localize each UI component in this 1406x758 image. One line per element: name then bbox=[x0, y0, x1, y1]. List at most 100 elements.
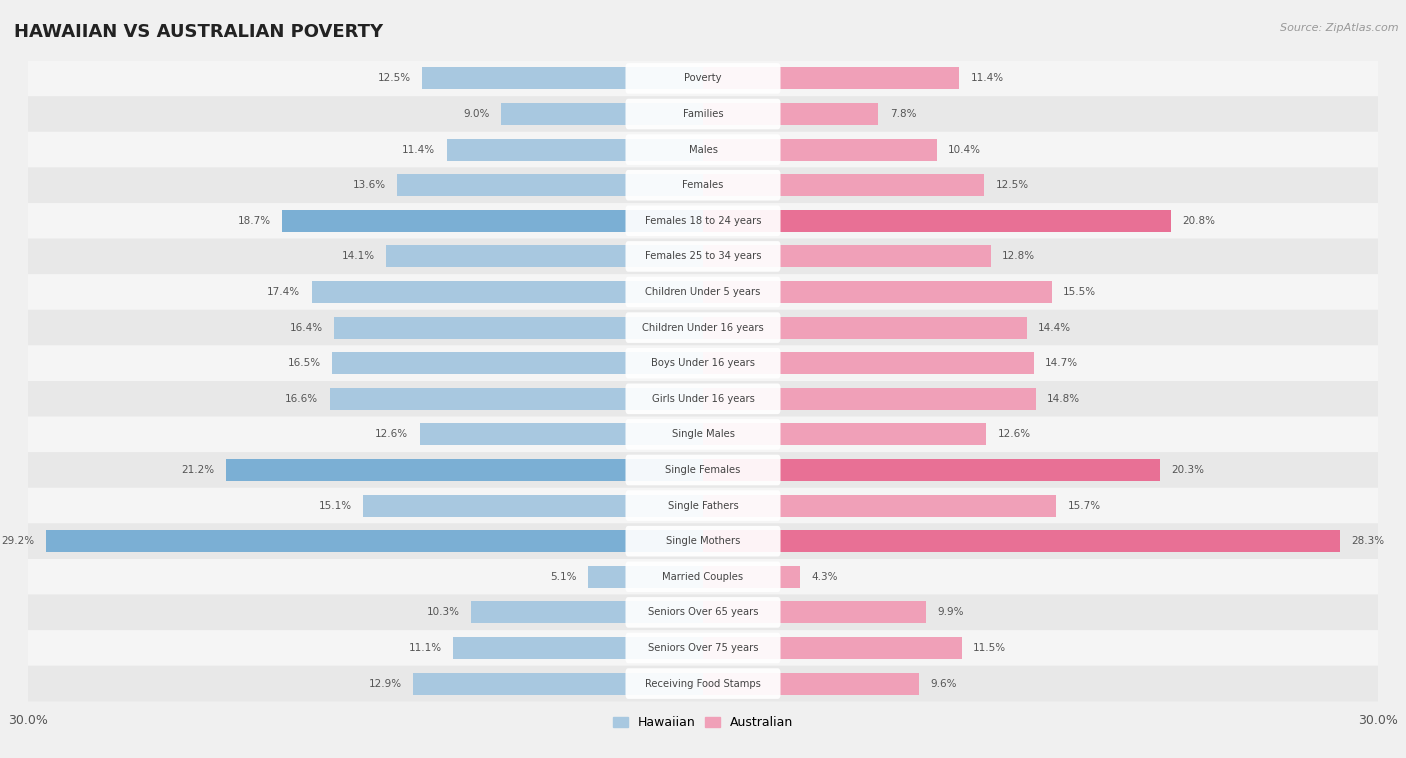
Text: 10.3%: 10.3% bbox=[427, 607, 460, 617]
Bar bbox=[335, 317, 624, 339]
Text: Single Fathers: Single Fathers bbox=[668, 500, 738, 511]
FancyBboxPatch shape bbox=[17, 274, 1389, 310]
Text: Children Under 16 years: Children Under 16 years bbox=[643, 323, 763, 333]
Text: 12.9%: 12.9% bbox=[368, 678, 402, 688]
Bar bbox=[283, 210, 624, 232]
Bar bbox=[782, 174, 984, 196]
Bar bbox=[624, 246, 703, 268]
Text: 4.3%: 4.3% bbox=[811, 572, 838, 582]
Bar bbox=[624, 601, 703, 623]
Legend: Hawaiian, Australian: Hawaiian, Australian bbox=[607, 711, 799, 735]
Text: Boys Under 16 years: Boys Under 16 years bbox=[651, 359, 755, 368]
Bar bbox=[782, 210, 1171, 232]
Text: Females 25 to 34 years: Females 25 to 34 years bbox=[645, 252, 761, 262]
Bar bbox=[624, 317, 703, 339]
FancyBboxPatch shape bbox=[626, 312, 780, 343]
Text: 18.7%: 18.7% bbox=[238, 216, 271, 226]
Text: Children Under 5 years: Children Under 5 years bbox=[645, 287, 761, 297]
Text: 11.4%: 11.4% bbox=[402, 145, 436, 155]
Bar bbox=[782, 67, 959, 89]
FancyBboxPatch shape bbox=[17, 453, 1389, 488]
Bar bbox=[624, 103, 703, 125]
Text: Receiving Food Stamps: Receiving Food Stamps bbox=[645, 678, 761, 688]
Text: Married Couples: Married Couples bbox=[662, 572, 744, 582]
Text: Single Mothers: Single Mothers bbox=[666, 536, 740, 547]
Bar bbox=[413, 672, 624, 694]
FancyBboxPatch shape bbox=[17, 61, 1389, 96]
Bar bbox=[329, 388, 624, 410]
Text: Families: Families bbox=[683, 109, 723, 119]
Text: 5.1%: 5.1% bbox=[551, 572, 576, 582]
Bar bbox=[624, 530, 703, 553]
FancyBboxPatch shape bbox=[626, 526, 780, 556]
FancyBboxPatch shape bbox=[17, 594, 1389, 630]
Text: 20.8%: 20.8% bbox=[1182, 216, 1215, 226]
Text: 29.2%: 29.2% bbox=[1, 536, 35, 547]
FancyBboxPatch shape bbox=[17, 168, 1389, 203]
FancyBboxPatch shape bbox=[626, 633, 780, 663]
FancyBboxPatch shape bbox=[626, 669, 780, 699]
Text: 14.1%: 14.1% bbox=[342, 252, 374, 262]
Text: Seniors Over 75 years: Seniors Over 75 years bbox=[648, 643, 758, 653]
Bar bbox=[703, 672, 782, 694]
Bar bbox=[471, 601, 624, 623]
FancyBboxPatch shape bbox=[17, 523, 1389, 559]
Bar bbox=[624, 210, 703, 232]
Bar bbox=[782, 672, 920, 694]
Text: 11.1%: 11.1% bbox=[409, 643, 441, 653]
FancyBboxPatch shape bbox=[17, 239, 1389, 274]
Bar bbox=[624, 424, 703, 446]
Bar bbox=[703, 317, 782, 339]
Bar bbox=[624, 494, 703, 517]
Text: Males: Males bbox=[689, 145, 717, 155]
Text: HAWAIIAN VS AUSTRALIAN POVERTY: HAWAIIAN VS AUSTRALIAN POVERTY bbox=[14, 23, 384, 41]
Text: 11.4%: 11.4% bbox=[970, 74, 1004, 83]
Bar bbox=[703, 637, 782, 659]
Bar bbox=[624, 565, 703, 587]
Bar bbox=[501, 103, 624, 125]
Text: 9.6%: 9.6% bbox=[931, 678, 956, 688]
Bar bbox=[624, 459, 703, 481]
Bar bbox=[703, 388, 782, 410]
Bar bbox=[363, 494, 624, 517]
FancyBboxPatch shape bbox=[626, 277, 780, 307]
Bar bbox=[782, 637, 962, 659]
Bar bbox=[46, 530, 624, 553]
Bar bbox=[624, 174, 703, 196]
FancyBboxPatch shape bbox=[626, 99, 780, 130]
FancyBboxPatch shape bbox=[626, 562, 780, 592]
FancyBboxPatch shape bbox=[626, 384, 780, 414]
FancyBboxPatch shape bbox=[17, 310, 1389, 346]
Bar bbox=[782, 530, 1340, 553]
FancyBboxPatch shape bbox=[626, 241, 780, 271]
Bar bbox=[703, 565, 782, 587]
Text: 9.9%: 9.9% bbox=[936, 607, 963, 617]
Bar bbox=[396, 174, 624, 196]
Bar bbox=[782, 565, 800, 587]
FancyBboxPatch shape bbox=[626, 419, 780, 449]
FancyBboxPatch shape bbox=[17, 666, 1389, 701]
Text: Females 18 to 24 years: Females 18 to 24 years bbox=[645, 216, 761, 226]
FancyBboxPatch shape bbox=[17, 488, 1389, 523]
Text: 12.8%: 12.8% bbox=[1002, 252, 1035, 262]
FancyBboxPatch shape bbox=[626, 490, 780, 521]
Bar bbox=[782, 317, 1026, 339]
Bar bbox=[453, 637, 624, 659]
Text: 13.6%: 13.6% bbox=[353, 180, 385, 190]
Text: 7.8%: 7.8% bbox=[890, 109, 917, 119]
Bar bbox=[782, 459, 1160, 481]
Text: 16.5%: 16.5% bbox=[287, 359, 321, 368]
FancyBboxPatch shape bbox=[626, 134, 780, 165]
Text: 17.4%: 17.4% bbox=[267, 287, 301, 297]
FancyBboxPatch shape bbox=[17, 132, 1389, 168]
Text: Single Females: Single Females bbox=[665, 465, 741, 475]
Text: Girls Under 16 years: Girls Under 16 years bbox=[651, 394, 755, 404]
Bar bbox=[703, 67, 782, 89]
Bar bbox=[312, 281, 624, 303]
Bar bbox=[624, 637, 703, 659]
Bar bbox=[703, 246, 782, 268]
FancyBboxPatch shape bbox=[17, 630, 1389, 666]
Bar bbox=[624, 672, 703, 694]
FancyBboxPatch shape bbox=[17, 381, 1389, 417]
Text: Single Males: Single Males bbox=[672, 429, 734, 440]
